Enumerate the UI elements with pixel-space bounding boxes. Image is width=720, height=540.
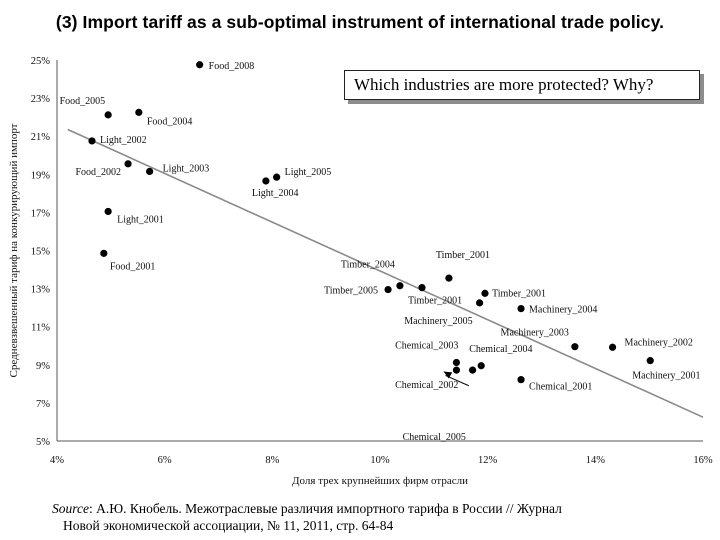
x-tick-label: 12% [478,455,498,466]
arrow-head [443,371,453,379]
data-point [445,274,453,282]
x-tick-label: 14% [586,455,606,466]
point-label: Timber_2001 [436,250,490,261]
point-label: Machinery_2002 [625,337,693,348]
data-point [452,366,461,374]
x-tick-label: 16% [693,455,713,466]
point-label: Chemical_2002 [395,380,458,391]
point-label: Light_2001 [117,214,164,225]
tick-labels: 5% 7% 9% 11% 13% 15% 17% 19% 21% 23% 25% 4% 6% 8% 10% 1… [31,56,713,466]
data-points [88,61,654,384]
point-label: Timber_2005 [324,286,378,297]
y-tick-label: 23% [31,94,51,105]
x-axis-label: Доля трех крупнейших фирм отрасли [292,475,468,487]
y-tick-label: 25% [31,56,51,67]
data-point [571,343,579,351]
data-point [517,376,525,384]
point-label: Machinery_2005 [404,316,472,327]
data-point [135,108,143,116]
y-tick-label: 21% [31,132,51,143]
scatter-chart: 5% 7% 9% 11% 13% 15% 17% 19% 21% 23% 25% 4% 6% 8% 10% 1… [8,56,713,487]
point-label: Food_2002 [75,167,121,178]
data-point [517,305,525,313]
point-label: Machinery_2004 [529,305,597,316]
y-tick-label: 17% [31,208,51,219]
data-point [88,137,96,145]
y-tick-label: 9% [36,361,50,372]
data-point [475,299,484,307]
point-label: Timber_2004 [341,260,395,271]
data-point [396,282,404,290]
point-label: Chemical_2003 [395,341,458,352]
point-label: Food_2008 [209,61,255,72]
y-tick-label: 19% [31,170,51,181]
point-label: Food_2005 [60,96,106,107]
y-tick-label: 11% [31,323,50,334]
source-label: Source [52,501,89,516]
point-label: Machinery_2001 [632,371,700,382]
y-axis-label: Средневзвешенный тариф на конкурирующий … [8,123,20,377]
data-point [262,177,270,185]
source-line-2: Новой экономической ассоциации, № 11, 20… [63,518,394,533]
y-tick-label: 7% [36,399,50,410]
point-label: Light_2005 [285,167,332,178]
data-point [100,249,108,257]
x-tick-label: 4% [50,455,64,466]
y-tick-label: 13% [31,285,51,296]
point-label: Timber_2001 [408,296,462,307]
data-point [384,285,392,294]
data-point [104,111,112,119]
trendline [67,128,704,418]
data-point [468,366,477,374]
data-point [104,207,112,216]
point-label: Machinery_2003 [501,328,569,339]
question-callout: Which industries are more protected? Why… [344,70,700,100]
point-label: Light_2003 [163,163,210,174]
data-point [477,362,485,370]
source-line-1: : А.Ю. Кнобель. Межотраслевые различия и… [89,501,562,516]
point-label: Chemical_2004 [469,344,532,355]
chart-axes [56,60,703,442]
trendline-path [67,128,704,418]
y-tick-label: 15% [31,247,51,258]
data-point [124,160,132,168]
source-citation: Source: А.Ю. Кнобель. Межотраслевые разл… [52,500,692,534]
point-label: Timber_2001 [492,288,546,299]
point-label: Food_2001 [110,261,156,272]
data-point [196,61,204,69]
point-label: Light_2004 [252,188,299,199]
point-label: Light_2002 [100,135,147,146]
data-point [273,173,281,181]
data-point [608,343,617,351]
x-tick-label: 6% [158,455,172,466]
x-tick-label: 10% [370,455,390,466]
data-point [145,167,154,176]
point-label: Food_2004 [147,116,193,127]
slide-title: (3) Import tariff as a sub-optimal instr… [55,12,665,32]
annotation-arrow [443,371,470,387]
data-point [452,358,461,367]
point-label: Chemical_2005 [403,432,466,443]
data-point [646,357,654,365]
data-point [481,289,489,297]
y-tick-label: 5% [36,437,50,448]
data-point [418,284,426,292]
x-tick-label: 8% [265,455,279,466]
point-label: Chemical_2001 [529,382,592,393]
